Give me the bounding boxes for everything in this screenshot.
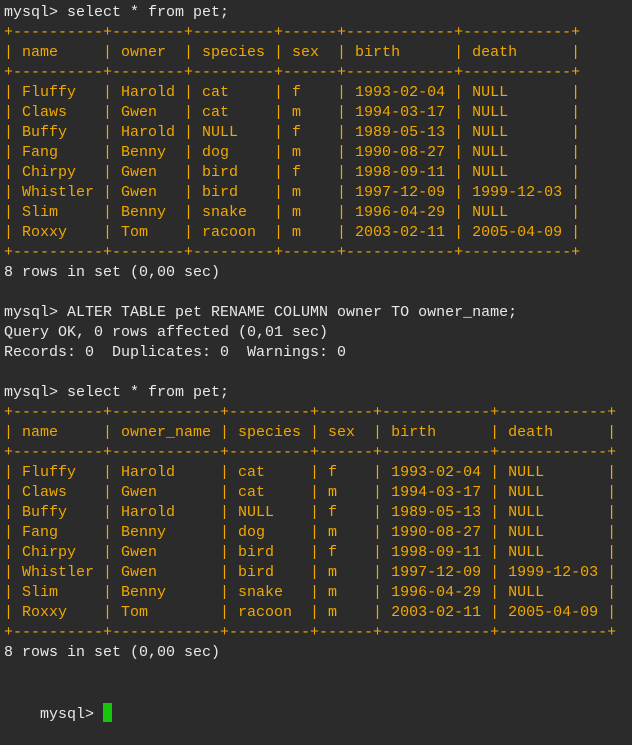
terminal-line: mysql> select * from pet; bbox=[4, 384, 230, 401]
blank-line bbox=[4, 283, 632, 303]
status-line: Records: 0 Duplicates: 0 Warnings: 0 bbox=[4, 344, 347, 361]
table-border-line: +----------+------------+---------+-----… bbox=[4, 404, 617, 421]
table-row: | Fluffy | Harold | cat | f | 1993-02-04… bbox=[4, 84, 581, 101]
table-row: | Buffy | Harold | NULL | f | 1989-05-13… bbox=[4, 504, 617, 521]
table-row: | Chirpy | Gwen | bird | f | 1998-09-11 … bbox=[4, 544, 617, 561]
table-row: | Chirpy | Gwen | bird | f | 1998-09-11 … bbox=[4, 164, 581, 181]
table-row: | Slim | Benny | snake | m | 1996-04-29 … bbox=[4, 204, 581, 221]
result-summary-line: 8 rows in set (0,00 sec) bbox=[4, 644, 221, 661]
prompt-label: mysql> bbox=[40, 706, 104, 723]
terminal-line: mysql> select * from pet; bbox=[4, 4, 230, 21]
table-row: | Roxxy | Tom | racoon | m | 2003-02-11 … bbox=[4, 604, 617, 621]
table-row: | Whistler | Gwen | bird | m | 1997-12-0… bbox=[4, 564, 617, 581]
terminal-line: mysql> ALTER TABLE pet RENAME COLUMN own… bbox=[4, 304, 518, 321]
table-row: | Roxxy | Tom | racoon | m | 2003-02-11 … bbox=[4, 224, 581, 241]
blank-line bbox=[4, 363, 632, 383]
table-border-line: +----------+------------+---------+-----… bbox=[4, 624, 617, 641]
text-cursor bbox=[103, 703, 113, 722]
command-prompt-line[interactable]: mysql> bbox=[4, 683, 632, 723]
table-row: | Claws | Gwen | cat | m | 1994-03-17 | … bbox=[4, 104, 581, 121]
status-line: Query OK, 0 rows affected (0,01 sec) bbox=[4, 324, 329, 341]
table-border-line: +----------+--------+---------+------+--… bbox=[4, 64, 581, 81]
table-border-line: +----------+------------+---------+-----… bbox=[4, 444, 617, 461]
blank-line bbox=[4, 663, 632, 683]
table-row: | Slim | Benny | snake | m | 1996-04-29 … bbox=[4, 584, 617, 601]
table-row: | Fluffy | Harold | cat | f | 1993-02-04… bbox=[4, 464, 617, 481]
mysql-terminal-window[interactable]: mysql> select * from pet; +----------+--… bbox=[0, 0, 632, 723]
terminal-output: mysql> select * from pet; +----------+--… bbox=[4, 3, 632, 683]
table-border-line: +----------+--------+---------+------+--… bbox=[4, 244, 581, 261]
table-row: | Whistler | Gwen | bird | m | 1997-12-0… bbox=[4, 184, 581, 201]
table-row: | Fang | Benny | dog | m | 1990-08-27 | … bbox=[4, 524, 617, 541]
table-row: | Buffy | Harold | NULL | f | 1989-05-13… bbox=[4, 124, 581, 141]
table-header-row: | name | owner | species | sex | birth |… bbox=[4, 44, 581, 61]
table-row: | Fang | Benny | dog | m | 1990-08-27 | … bbox=[4, 144, 581, 161]
table-border-line: +----------+--------+---------+------+--… bbox=[4, 24, 581, 41]
table-header-row: | name | owner_name | species | sex | bi… bbox=[4, 424, 617, 441]
result-summary-line: 8 rows in set (0,00 sec) bbox=[4, 264, 221, 281]
table-row: | Claws | Gwen | cat | m | 1994-03-17 | … bbox=[4, 484, 617, 501]
